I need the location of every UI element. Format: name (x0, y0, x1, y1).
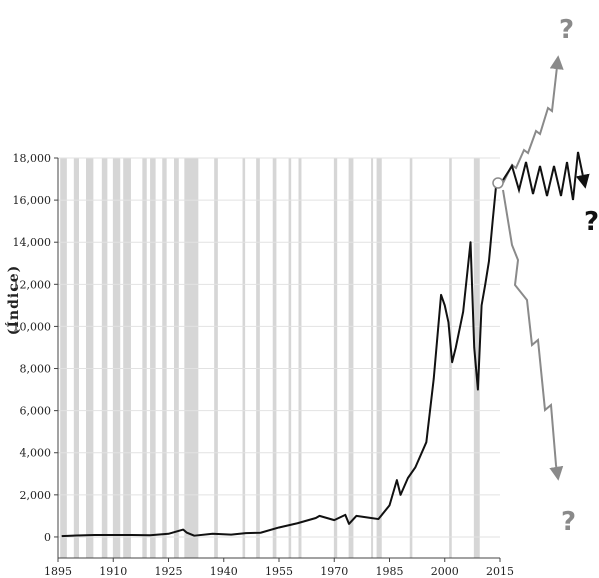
recession-band (349, 158, 354, 558)
x-tick-label: 1895 (44, 565, 72, 578)
scenario-up-label: ? (559, 15, 574, 45)
scenario-down-label: ? (561, 507, 576, 537)
y-tick-label: 8,000 (20, 363, 52, 376)
scenario-flat-line (503, 152, 585, 200)
x-tick-label: 2000 (431, 565, 459, 578)
y-tick-label: 18,000 (13, 152, 52, 165)
recession-band (86, 158, 93, 558)
y-tick-label: 6,000 (20, 405, 52, 418)
scenario-up-line (503, 58, 558, 183)
y-tick-label: 2,000 (20, 489, 52, 502)
recession-band (60, 158, 67, 558)
y-axis-title: (Índice) (4, 265, 22, 336)
x-axis-ticks: 1895 1910 1925 1940 1955 1970 1985 2000 2015 (44, 558, 514, 578)
scenario-flat-label: ? (584, 207, 599, 237)
recession-band (334, 158, 337, 558)
recession-band (150, 158, 156, 558)
y-tick-label: 14,000 (13, 236, 52, 249)
x-tick-label: 1985 (376, 565, 404, 578)
recession-band (142, 158, 146, 558)
recession-band (174, 158, 179, 558)
scenario-down-line (503, 190, 558, 478)
recession-band (74, 158, 79, 558)
recession-band (184, 158, 198, 558)
recession-band (102, 158, 108, 558)
x-tick-label: 1955 (265, 565, 293, 578)
x-tick-label: 1970 (320, 565, 348, 578)
recession-band (410, 158, 413, 558)
y-tick-label: 0 (44, 531, 51, 544)
x-tick-label: 1910 (99, 565, 127, 578)
recession-band (299, 158, 302, 558)
recession-band (273, 158, 277, 558)
y-tick-label: 16,000 (13, 194, 52, 207)
recession-band (123, 158, 131, 558)
recession-band (113, 158, 120, 558)
scenario-projections: ? ? ? (493, 15, 599, 537)
x-tick-label: 1925 (155, 565, 183, 578)
recession-band (243, 158, 246, 558)
recession-band (256, 158, 260, 558)
recession-band (162, 158, 166, 558)
projection-start-marker (493, 178, 503, 188)
recession-band (214, 158, 218, 558)
y-tick-label: 4,000 (20, 447, 52, 460)
recession-band (289, 158, 292, 558)
recession-band (371, 158, 373, 558)
x-tick-label: 2015 (486, 565, 514, 578)
recession-band (377, 158, 382, 558)
x-tick-label: 1940 (210, 565, 238, 578)
y-axis-ticks: 02,0004,0006,0008,00010,00012,00014,0001… (13, 152, 59, 544)
recession-bands (60, 158, 480, 558)
